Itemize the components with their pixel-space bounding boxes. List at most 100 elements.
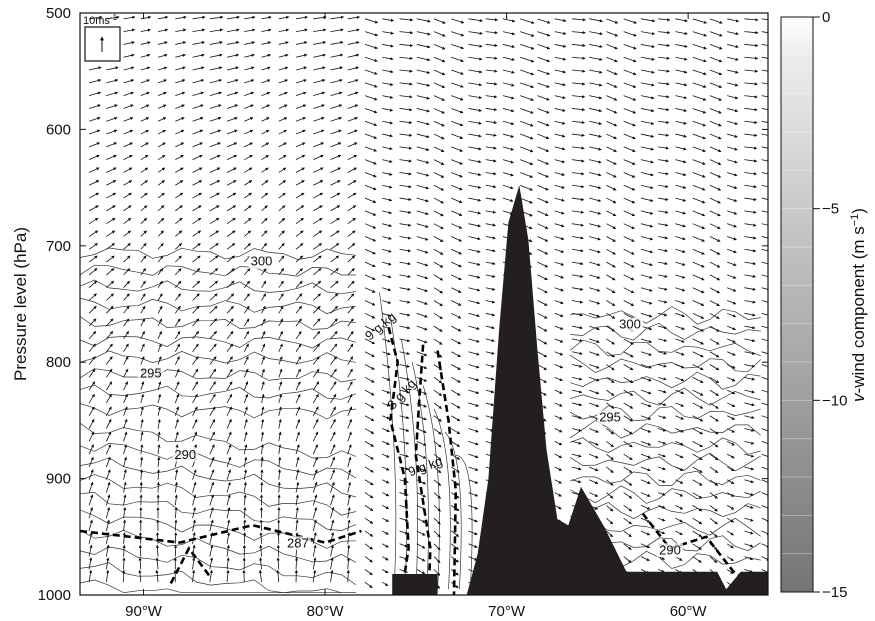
wind-vector bbox=[675, 56, 688, 61]
wind-vector bbox=[192, 91, 205, 97]
wind-vector bbox=[640, 82, 655, 87]
wind-vector bbox=[744, 223, 757, 227]
wind-vector bbox=[244, 117, 254, 122]
wind-vector bbox=[347, 192, 357, 199]
wind-vector bbox=[244, 15, 256, 20]
wind-vector bbox=[192, 66, 205, 71]
wind-vector bbox=[88, 217, 99, 225]
wind-vector bbox=[571, 210, 585, 214]
wind-vector bbox=[658, 120, 670, 124]
wind-vector bbox=[88, 104, 101, 109]
wind-vector bbox=[433, 172, 445, 178]
wind-vector bbox=[554, 56, 567, 61]
wind-vector bbox=[468, 82, 483, 87]
wind-vector bbox=[623, 31, 637, 37]
wind-vector bbox=[658, 18, 671, 22]
wind-vector bbox=[709, 95, 722, 101]
wind-vector bbox=[589, 44, 603, 48]
wind-vector bbox=[313, 142, 325, 148]
wind-vector bbox=[451, 146, 463, 152]
wind-vector bbox=[175, 167, 184, 173]
wind-vector bbox=[157, 79, 168, 84]
wind-vector bbox=[175, 28, 187, 33]
wind-vector bbox=[658, 43, 671, 47]
wind-vector bbox=[451, 108, 464, 114]
wind-vector bbox=[623, 82, 637, 88]
wind-vector bbox=[571, 95, 586, 99]
wind-vector bbox=[623, 146, 636, 152]
wind-vector bbox=[123, 129, 134, 135]
wind-vector bbox=[261, 28, 272, 33]
wind-vector bbox=[226, 217, 236, 225]
wind-vector bbox=[658, 184, 669, 189]
wind-vector bbox=[640, 120, 655, 125]
wind-vector bbox=[261, 79, 271, 84]
wind-vector bbox=[313, 180, 324, 186]
wind-vector bbox=[295, 129, 306, 135]
y-axis-title: Pressure level (hPa) bbox=[11, 227, 30, 381]
wind-vector bbox=[571, 236, 584, 240]
wind-vector bbox=[416, 223, 429, 228]
wind-vector bbox=[468, 18, 483, 23]
wind-vector bbox=[347, 41, 360, 45]
wind-vector bbox=[106, 167, 117, 173]
wind-vector bbox=[382, 210, 393, 215]
wind-vector bbox=[140, 15, 152, 20]
wind-vector bbox=[347, 230, 356, 237]
wind-vector bbox=[606, 133, 617, 140]
wind-vector bbox=[364, 56, 378, 62]
wind-vector bbox=[727, 146, 738, 151]
wind-vector bbox=[675, 210, 687, 215]
wind-vector bbox=[675, 108, 688, 112]
wind-vector bbox=[244, 104, 254, 109]
wind-vector bbox=[295, 28, 308, 33]
wind-vector bbox=[640, 31, 656, 36]
wind-vector bbox=[278, 66, 289, 71]
wind-vector bbox=[123, 192, 132, 199]
theta-contour-label: 290 bbox=[174, 447, 196, 462]
wind-vector bbox=[554, 197, 565, 202]
wind-vector bbox=[571, 159, 585, 163]
wind-vector bbox=[451, 95, 464, 101]
humidity-contour-9-east bbox=[436, 350, 458, 595]
wind-vector bbox=[571, 172, 585, 176]
wind-vector bbox=[140, 230, 147, 237]
wind-vector bbox=[433, 159, 445, 165]
wind-vector bbox=[244, 230, 252, 237]
wind-vector bbox=[658, 133, 670, 137]
wind-vector bbox=[261, 91, 271, 97]
wind-vector bbox=[382, 56, 394, 61]
wind-vector bbox=[433, 31, 446, 37]
wind-vector bbox=[313, 154, 324, 161]
theta-contour-label: 295 bbox=[599, 410, 621, 425]
wind-vector bbox=[744, 108, 758, 112]
wind-vector bbox=[709, 210, 721, 217]
wind-vector bbox=[244, 53, 255, 58]
wind-vector bbox=[692, 108, 707, 114]
wind-vector bbox=[209, 104, 222, 109]
wind-vector bbox=[502, 18, 516, 23]
y-tick-label: 500 bbox=[46, 5, 71, 22]
wind-vector bbox=[520, 44, 535, 50]
wind-vector bbox=[399, 31, 414, 35]
wind-vector bbox=[261, 41, 272, 45]
theta-contour-east bbox=[569, 387, 761, 406]
wind-vector bbox=[744, 159, 758, 163]
wind-vector bbox=[347, 104, 359, 109]
wind-vector bbox=[140, 217, 148, 224]
wind-vector bbox=[640, 95, 655, 100]
wind-vector bbox=[416, 146, 430, 151]
wind-vector bbox=[192, 15, 206, 20]
wind-vector bbox=[192, 205, 202, 212]
wind-vector bbox=[399, 82, 413, 86]
wind-vector bbox=[106, 129, 118, 135]
wind-vector bbox=[330, 66, 344, 71]
wind-vector bbox=[658, 107, 670, 112]
wind-vector bbox=[175, 205, 183, 212]
wind-vector bbox=[451, 223, 463, 229]
wind-vector bbox=[209, 116, 222, 122]
wind-vector bbox=[709, 108, 722, 114]
wind-vector bbox=[313, 104, 325, 109]
theta-contour-east bbox=[570, 501, 761, 520]
wind-vector bbox=[468, 236, 481, 241]
